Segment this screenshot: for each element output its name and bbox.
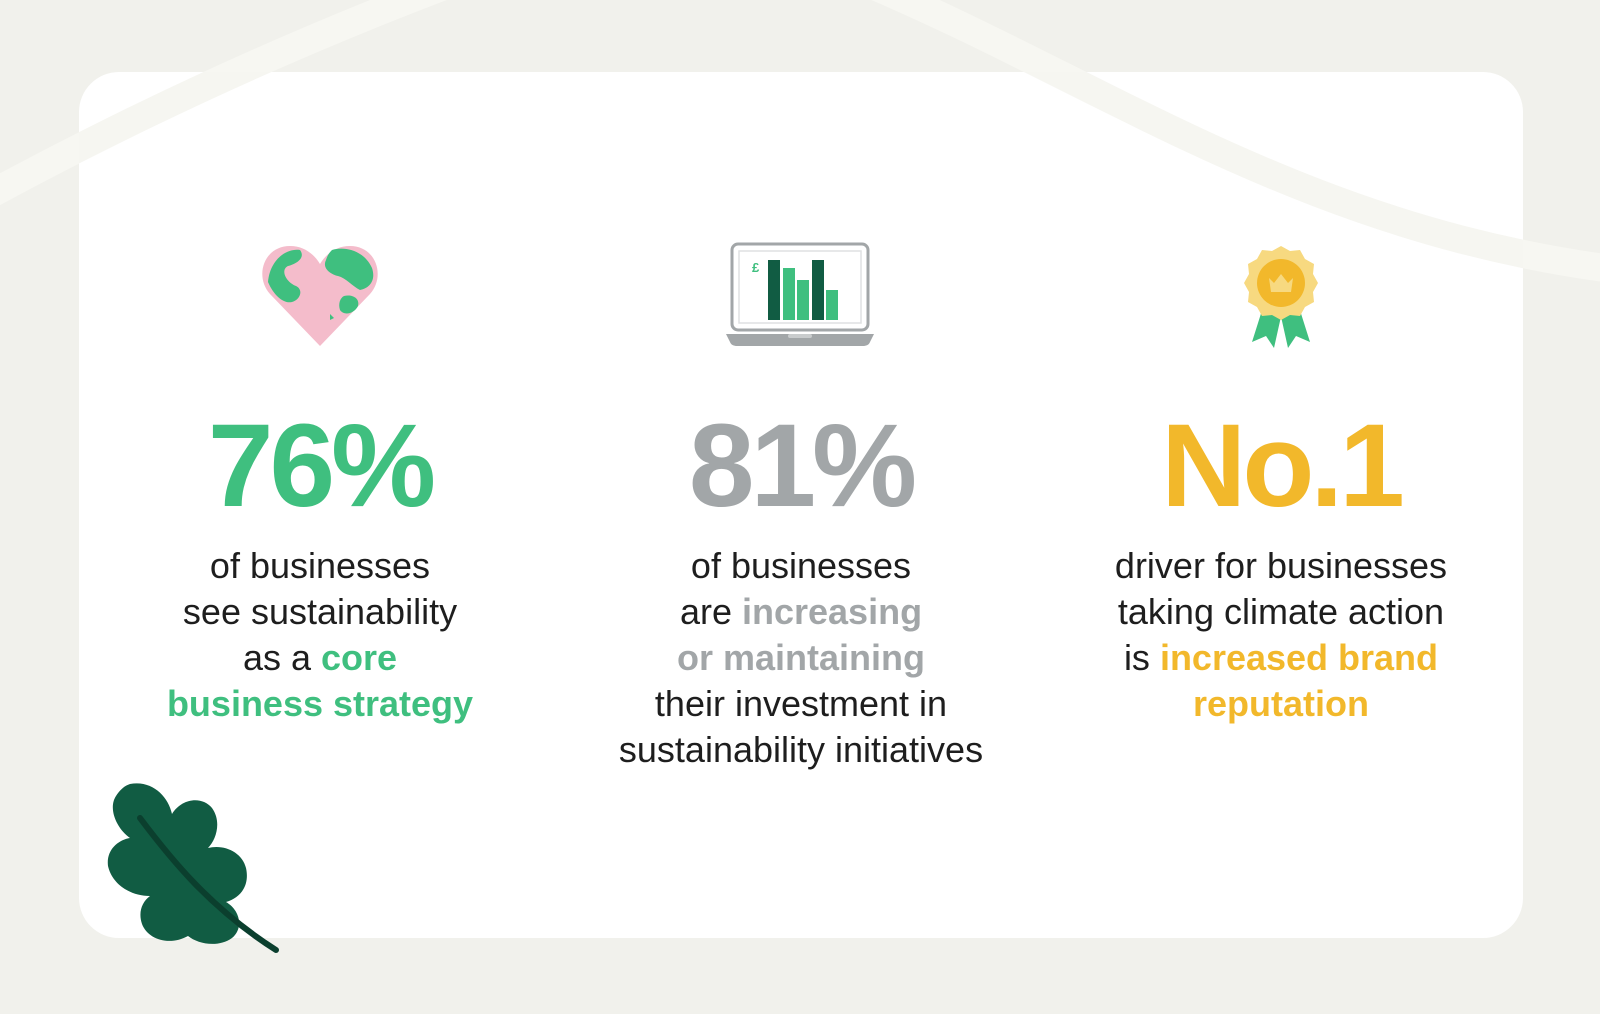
award-rosette-icon [1061, 242, 1501, 352]
desc-line: of businesses [209, 545, 431, 586]
stats-card: 76% of businesses see sustainability as … [79, 72, 1523, 938]
desc-line: driver for businesses [1114, 545, 1448, 586]
highlight-text: core [321, 637, 398, 678]
desc-line: as a core [100, 635, 540, 681]
highlight-text: reputation [1193, 683, 1369, 724]
highlight-text: business strategy [166, 683, 474, 724]
stat-investment: £ 81% of businesses are increasing or ma… [581, 242, 1021, 773]
stat-core-strategy: 76% of businesses see sustainability as … [100, 242, 540, 727]
desc-line: is increased brand [1061, 635, 1501, 681]
desc-line: of businesses [690, 545, 912, 586]
card-swoosh [79, 72, 1523, 269]
desc-line: their investment in [654, 683, 948, 724]
desc-line: see sustainability [182, 591, 458, 632]
desc-text: as a [242, 637, 321, 678]
desc-text: is [1123, 637, 1160, 678]
stat-description: driver for businesses taking climate act… [1061, 543, 1501, 727]
oak-leaf-icon [107, 783, 279, 953]
stat-value: No.1 [1161, 400, 1405, 532]
heart-globe-icon [100, 242, 540, 352]
desc-line: are increasing [581, 589, 1021, 635]
laptop-bar-chart-icon: £ [581, 242, 1021, 352]
highlight-text: increased brand [1159, 637, 1439, 678]
desc-line: sustainability initiatives [618, 729, 984, 770]
currency-symbol: £ [752, 260, 760, 275]
highlight-text: increasing [741, 591, 923, 632]
stat-description: of businesses are increasing or maintain… [581, 543, 1021, 773]
desc-text: are [679, 591, 742, 632]
stat-value: 76% [207, 400, 436, 532]
desc-line: taking climate action [1117, 591, 1445, 632]
stat-no1-driver: No.1 driver for businesses taking climat… [1061, 242, 1501, 727]
highlight-text: or maintaining [676, 637, 925, 678]
stat-description: of businesses see sustainability as a co… [100, 543, 540, 727]
stat-value: 81% [688, 400, 917, 532]
